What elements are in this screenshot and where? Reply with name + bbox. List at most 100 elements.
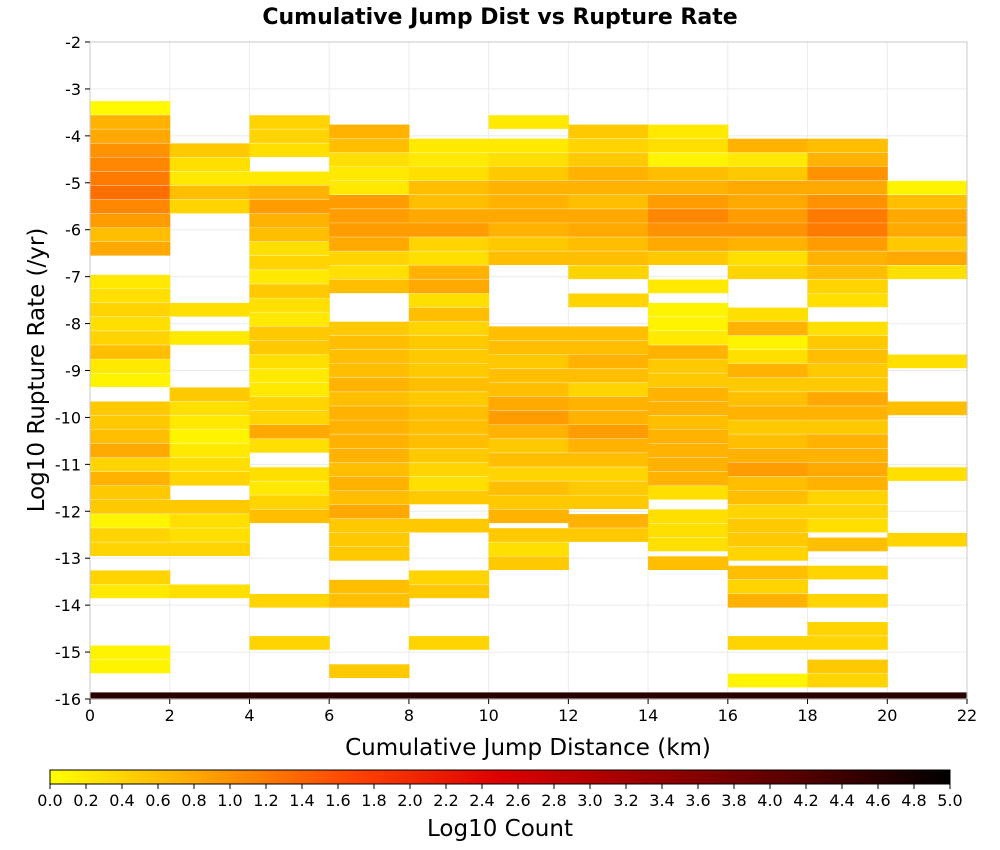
heatmap-cell	[90, 373, 171, 387]
heatmap-cell	[488, 195, 569, 209]
colorbar-tick-label: 3.6	[685, 791, 710, 810]
heatmap-cell	[568, 692, 649, 700]
heatmap-cell	[249, 256, 330, 270]
heatmap-cell	[169, 528, 250, 542]
heatmap-cell	[90, 429, 171, 444]
heatmap-cell	[727, 321, 809, 336]
heatmap-cells	[90, 101, 968, 700]
heatmap-cell	[727, 349, 809, 364]
heatmap-cell	[887, 532, 968, 547]
heatmap-cell	[648, 209, 729, 223]
colorbar-tick-label: 1.8	[361, 791, 386, 810]
y-tick-label: -4	[65, 127, 81, 146]
heatmap-cell	[329, 195, 410, 209]
heatmap-cell	[408, 251, 490, 265]
heatmap-cell	[90, 115, 171, 129]
heatmap-cell	[408, 420, 490, 434]
heatmap-cell	[249, 298, 330, 312]
colorbar-ticks: 0.0 0.2 0.4 0.6 0.8 1.0 1.2 1.4 1.6 1.8 2.0 2.2 2.4 2…	[37, 784, 963, 810]
heatmap-cell	[90, 288, 171, 303]
heatmap-cell	[887, 223, 968, 237]
heatmap-cell	[408, 692, 490, 700]
heatmap-cell	[887, 265, 968, 280]
heatmap-cell	[648, 279, 729, 294]
heatmap-cell	[568, 251, 649, 265]
heatmap-cell	[488, 368, 569, 383]
heatmap-cell	[648, 401, 729, 416]
heatmap-cell	[648, 471, 729, 486]
heatmap-cell	[807, 152, 888, 167]
x-tick-label: 16	[718, 706, 738, 725]
heatmap-cell	[807, 692, 888, 700]
heatmap-cell	[329, 237, 410, 251]
heatmap-cell	[807, 335, 888, 350]
heatmap-cell	[249, 410, 330, 425]
heatmap-cell	[727, 518, 809, 533]
colorbar-tick-label: 2.4	[469, 791, 494, 810]
heatmap-cell	[169, 185, 250, 200]
heatmap-cell	[408, 462, 490, 477]
heatmap-cell	[488, 495, 569, 509]
colorbar-tick-label: 1.6	[325, 791, 350, 810]
heatmap-cell	[648, 523, 729, 538]
heatmap-cell	[249, 354, 330, 369]
heatmap-cell	[408, 265, 490, 280]
heatmap-cell	[568, 424, 649, 439]
x-tick-label: 14	[638, 706, 658, 725]
heatmap-cell	[488, 481, 569, 495]
heatmap-cell	[90, 485, 171, 500]
heatmap-cell	[169, 692, 250, 700]
heatmap-cell	[727, 223, 809, 237]
heatmap-cell	[568, 382, 649, 397]
heatmap-cell	[90, 645, 171, 660]
heatmap-cell	[648, 537, 729, 552]
heatmap-cell	[329, 392, 410, 406]
heatmap-cell	[807, 363, 888, 378]
heatmap-cell	[568, 209, 649, 223]
heatmap-cell	[568, 124, 649, 139]
colorbar-tick-label: 1.0	[217, 791, 242, 810]
heatmap-cell	[807, 223, 888, 237]
heatmap-cell	[727, 692, 809, 700]
heatmap-cell	[648, 485, 729, 500]
heatmap-cell	[568, 514, 649, 528]
heatmap-cell	[488, 251, 569, 265]
heatmap-cell	[249, 326, 330, 341]
heatmap-cell	[887, 401, 968, 416]
heatmap-cell	[807, 518, 888, 533]
heatmap-cell	[807, 537, 888, 552]
y-tick-label: -9	[65, 362, 81, 381]
heatmap-cell	[249, 495, 330, 509]
y-tick-label: -2	[65, 33, 81, 52]
heatmap-cell	[648, 251, 729, 265]
heatmap-cell	[568, 166, 649, 181]
heatmap-cell	[648, 223, 729, 237]
heatmap-cell	[807, 265, 888, 280]
heatmap-cell	[727, 579, 809, 594]
y-tick-label: -10	[55, 408, 81, 427]
heatmap-cell	[249, 199, 330, 214]
heatmap-cell	[329, 518, 410, 533]
heatmap-cell	[249, 115, 330, 129]
heatmap-cell	[90, 528, 171, 542]
heatmap-cell	[648, 317, 729, 331]
heatmap-cell	[488, 326, 569, 341]
heatmap-cell	[408, 195, 490, 209]
heatmap-cell	[90, 185, 171, 200]
colorbar-tick-label: 5.0	[937, 791, 962, 810]
colorbar-tick-label: 1.4	[289, 791, 314, 810]
heatmap-cell	[90, 542, 171, 556]
heatmap-cell	[648, 180, 729, 195]
heatmap-cell	[169, 157, 250, 172]
heatmap-cell	[329, 321, 410, 336]
y-axis-ticks: -2 -3 -4 -5 -6 -7 -8 -9 -10 -11 -12 -13 -14 -15 -16	[55, 33, 90, 709]
colorbar-tick-label: 4.8	[901, 791, 926, 810]
heatmap-cell	[408, 570, 490, 585]
heatmap-cell	[90, 157, 171, 172]
heatmap-cell	[568, 152, 649, 167]
heatmap-cell	[329, 378, 410, 392]
heatmap-cell	[169, 457, 250, 472]
heatmap-cell	[807, 195, 888, 209]
colorbar-tick-label: 4.6	[865, 791, 890, 810]
